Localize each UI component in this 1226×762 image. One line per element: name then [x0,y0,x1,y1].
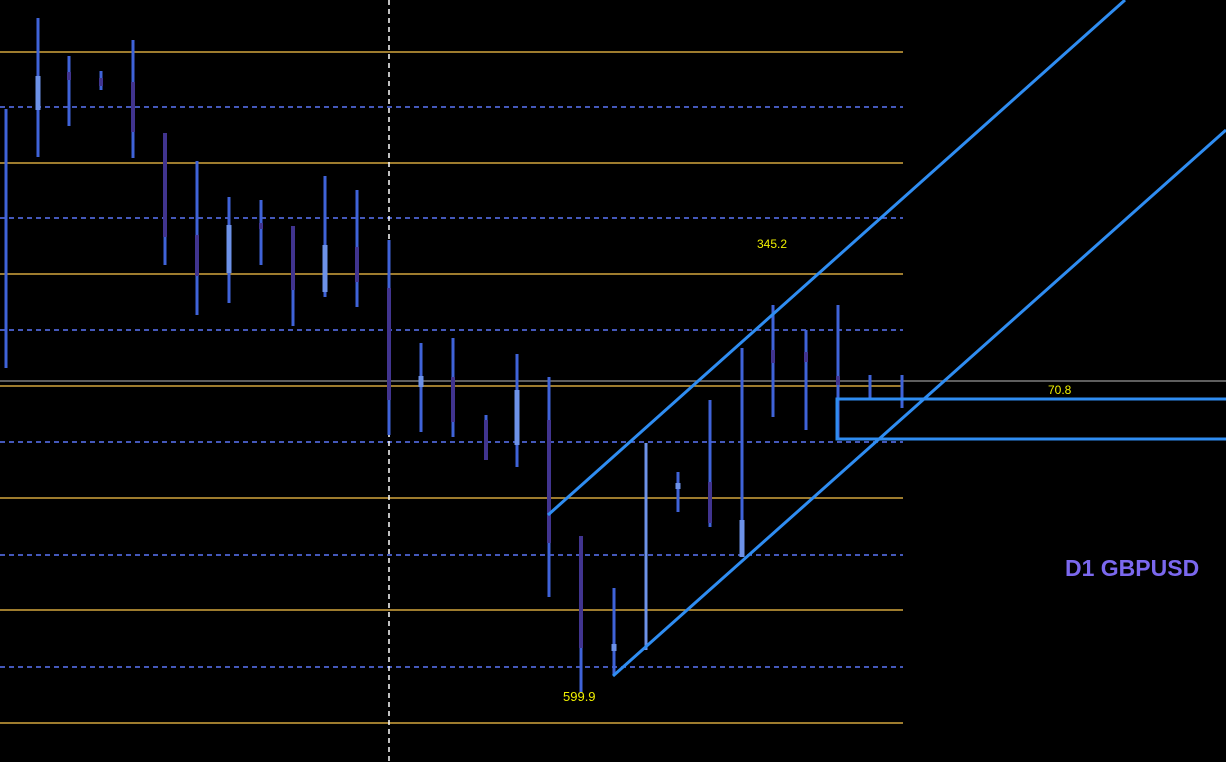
trend-channel-lower-line[interactable] [612,128,1226,678]
channel-width-label: 345.2 [757,237,788,251]
symbol-timeframe-label: D1 GBPUSD [1065,555,1200,581]
price-target-box[interactable] [835,397,1226,441]
swing-low-label: 599.9 [563,689,596,704]
box-level-label: 70.8 [1048,383,1072,397]
trend-channel-upper-line[interactable] [547,0,1126,517]
